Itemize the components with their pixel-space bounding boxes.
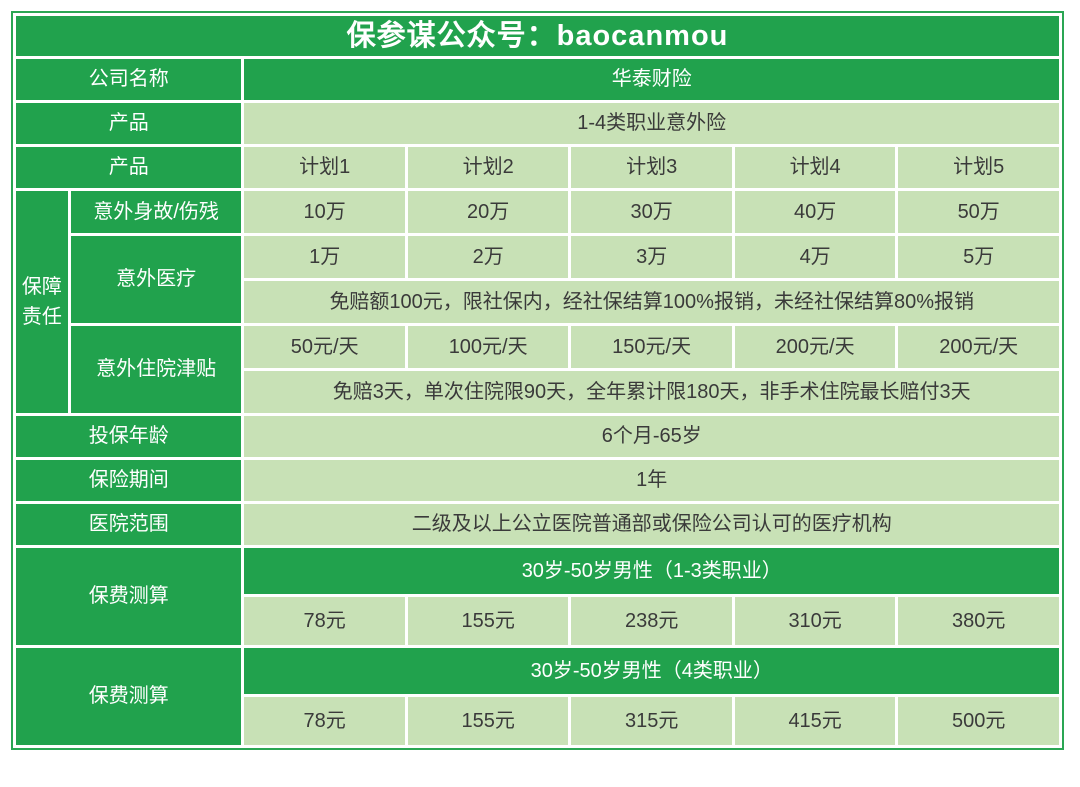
- allowance-note: 免赔3天，单次住院限90天，全年累计限180天，非手术住院最长赔付3天: [244, 371, 1059, 413]
- allowance-value: 150元/天: [571, 326, 732, 368]
- company-value: 华泰财险: [244, 59, 1059, 100]
- allowance-value-row: 意外住院津贴 50元/天 100元/天 150元/天 200元/天 200元/天: [16, 326, 1059, 413]
- medical-note: 免赔额100元，限社保内，经社保结算100%报销，未经社保结算80%报销: [244, 281, 1059, 323]
- period-label: 保险期间: [16, 460, 242, 501]
- plan-4-header: 计划4: [734, 147, 896, 188]
- medical-value: 2万: [407, 236, 569, 278]
- premium1-header-row: 保费测算 30岁-50岁男性（1-3类职业）: [16, 548, 1059, 645]
- premium2-value: 155元: [407, 697, 569, 745]
- premium1-value: 380元: [898, 597, 1059, 645]
- product-label: 产品: [16, 103, 242, 144]
- allowance-label: 意外住院津贴: [70, 326, 242, 413]
- product-row: 产品 1-4类职业意外险: [16, 103, 1059, 144]
- death-benefit-value: 50万: [898, 191, 1059, 233]
- age-value: 6个月-65岁: [244, 416, 1059, 457]
- period-row: 保险期间 1年: [16, 460, 1059, 501]
- hospital-label: 医院范围: [16, 504, 242, 545]
- death-benefit-value: 20万: [407, 191, 569, 233]
- medical-value: 5万: [898, 236, 1059, 278]
- medical-value: 1万: [244, 236, 405, 278]
- medical-label: 意外医疗: [70, 236, 242, 323]
- premium1-value: 155元: [407, 597, 569, 645]
- product-value: 1-4类职业意外险: [244, 103, 1059, 144]
- plans-label: 产品: [16, 147, 242, 188]
- death-benefit-label: 意外身故/伤残: [70, 191, 242, 233]
- premium2-value-row: 78元 155元 315元 415元 500元: [16, 697, 1059, 745]
- allowance-value: 100元/天: [407, 326, 569, 368]
- premium2-header-row: 保费测算 30岁-50岁男性（4类职业）: [16, 648, 1059, 745]
- plans-row: 产品 计划1 计划2 计划3 计划4 计划5: [16, 147, 1059, 188]
- premium1-header: 30岁-50岁男性（1-3类职业）: [244, 548, 1059, 594]
- death-benefit-value: 10万: [244, 191, 405, 233]
- medical-value-row: 意外医疗 1万 2万 3万 4万 5万: [16, 236, 1059, 323]
- plan-5-header: 计划5: [898, 147, 1059, 188]
- page-title: 保参谋公众号：baocanmou: [16, 16, 1059, 56]
- insurance-plan-table: 保参谋公众号：baocanmou 公司名称 华泰财险 产品 1-4类职业意外险 …: [13, 13, 1062, 748]
- allowance-value: 200元/天: [734, 326, 896, 368]
- company-label: 公司名称: [16, 59, 242, 100]
- company-row: 公司名称 华泰财险: [16, 59, 1059, 100]
- medical-note-row: 免赔额100元，限社保内，经社保结算100%报销，未经社保结算80%报销: [16, 281, 1059, 323]
- hospital-value: 二级及以上公立医院普通部或保险公司认可的医疗机构: [244, 504, 1059, 545]
- premium2-label: 保费测算: [16, 648, 242, 745]
- death-benefit-row: 保障 责任 意外身故/伤残 10万 20万 30万 40万 50万: [16, 191, 1059, 413]
- medical-value: 3万: [571, 236, 732, 278]
- premium1-value: 310元: [734, 597, 896, 645]
- allowance-value: 200元/天: [898, 326, 1059, 368]
- premium1-value: 238元: [571, 597, 732, 645]
- plan-3-header: 计划3: [571, 147, 732, 188]
- coverage-group-label: 保障 责任: [16, 191, 68, 413]
- premium1-value-row: 78元 155元 238元 310元 380元: [16, 597, 1059, 645]
- allowance-note-row: 免赔3天，单次住院限90天，全年累计限180天，非手术住院最长赔付3天: [16, 371, 1059, 413]
- medical-value: 4万: [734, 236, 896, 278]
- premium1-value: 78元: [244, 597, 405, 645]
- death-benefit-value: 40万: [734, 191, 896, 233]
- prem2-value: 500元: [898, 697, 1059, 745]
- title-row: 保参谋公众号：baocanmou: [16, 16, 1059, 56]
- hospital-row: 医院范围 二级及以上公立医院普通部或保险公司认可的医疗机构: [16, 504, 1059, 545]
- insurance-table-sheet: 保参谋公众号：baocanmou 公司名称 华泰财险 产品 1-4类职业意外险 …: [11, 11, 1064, 750]
- period-value: 1年: [244, 460, 1059, 501]
- premium1-label: 保费测算: [16, 548, 242, 645]
- death-benefit-value: 30万: [571, 191, 732, 233]
- allowance-value: 50元/天: [244, 326, 405, 368]
- premium2-value: 78元: [244, 697, 405, 745]
- age-label: 投保年龄: [16, 416, 242, 457]
- age-row: 投保年龄 6个月-65岁: [16, 416, 1059, 457]
- plan-1-header: 计划1: [244, 147, 405, 188]
- premium2-header: 30岁-50岁男性（4类职业）: [244, 648, 1059, 694]
- premium2-value: 415元: [734, 697, 896, 745]
- premium2-value: 315元: [571, 697, 732, 745]
- plan-2-header: 计划2: [407, 147, 569, 188]
